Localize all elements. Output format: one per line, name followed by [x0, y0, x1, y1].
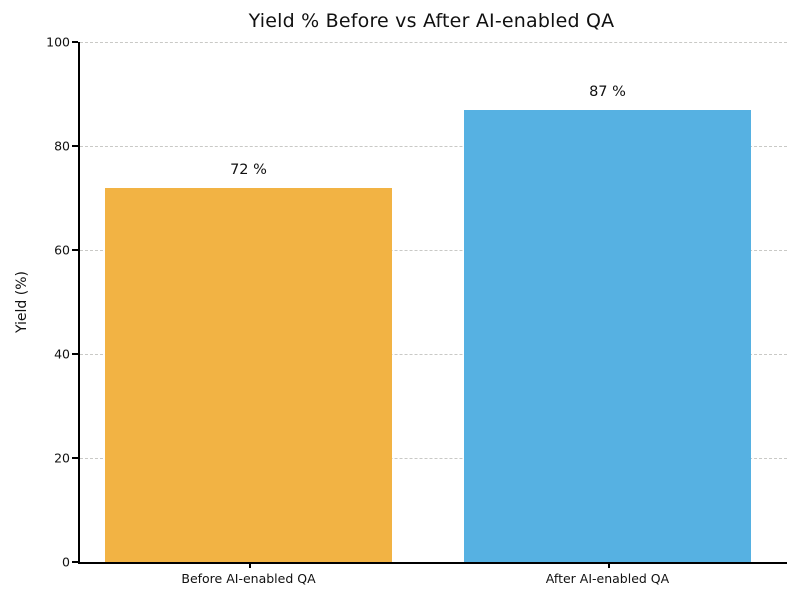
bar-before	[105, 187, 392, 562]
y-tick-label-40: 40	[54, 346, 70, 362]
y-tick-mark-60	[72, 249, 78, 251]
y-tick-label-20: 20	[54, 450, 70, 466]
bar-value-label-before: 72 %	[230, 161, 267, 178]
gridline-y-100	[80, 42, 787, 43]
bar-after	[464, 109, 751, 562]
x-tick-label-before: Before AI-enabled QA	[181, 571, 316, 586]
y-tick-mark-0	[72, 561, 78, 563]
y-tick-mark-20	[72, 457, 78, 459]
x-tick-mark-0	[248, 562, 251, 568]
y-axis-label-text: Yield (%)	[14, 270, 30, 334]
gridline-y-80	[80, 146, 787, 147]
y-tick-mark-100	[72, 41, 78, 43]
gridline-y-20	[80, 458, 787, 459]
y-tick-label-80: 80	[54, 138, 70, 154]
plot-area: 0 20 40 60 80 100 72 % Before AI-enabled QA 87 %…	[46, 35, 787, 586]
x-tick-label-after: After AI-enabled QA	[545, 571, 670, 586]
chart-title: Yield % Before vs After AI-enabled QA	[248, 10, 615, 32]
y-tick-label-60: 60	[54, 242, 70, 258]
x-tick-mark-1	[607, 562, 610, 568]
bar-value-label-after: 87 %	[589, 83, 626, 100]
gridline-y-60	[80, 250, 787, 251]
y-tick-mark-80	[72, 145, 78, 147]
y-tick-mark-40	[72, 353, 78, 355]
gridline-y-40	[80, 354, 787, 355]
y-tick-label-100: 100	[46, 34, 70, 50]
y-tick-label-0: 0	[62, 554, 70, 570]
